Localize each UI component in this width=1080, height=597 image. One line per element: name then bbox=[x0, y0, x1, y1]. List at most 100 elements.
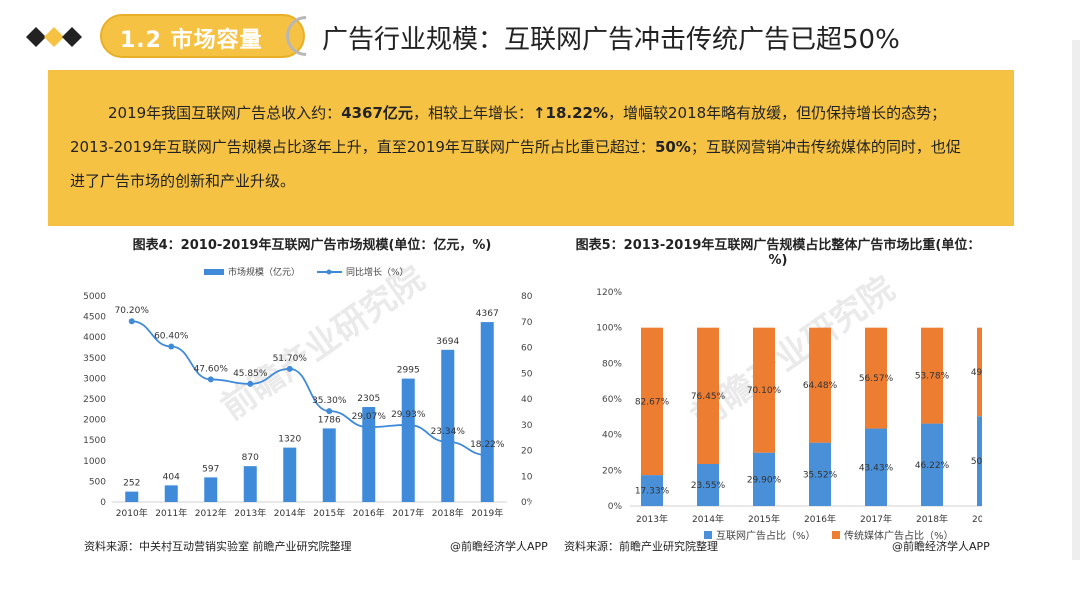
chart2-y-tick: 0% bbox=[608, 502, 623, 512]
chart1-legend-bar-label: 市场规模（亿元） bbox=[228, 266, 300, 278]
chart1-right-tick: 80% bbox=[521, 292, 532, 302]
chart2-legend-traditional-swatch bbox=[832, 531, 840, 539]
chart2-bar-traditional bbox=[977, 327, 982, 417]
chart1-source: 资料来源：中关村互动营销实验室 前瞻产业研究院整理 bbox=[84, 540, 352, 553]
chart2-label-traditional: 82.67% bbox=[635, 397, 670, 407]
chart2-label-traditional: 56.57% bbox=[859, 374, 894, 384]
chart1-growth-point bbox=[247, 380, 254, 387]
chart2: 0% 20% 40% 60% 80% 100% 120% 17.33% 82.67% 2013年 2… bbox=[596, 288, 982, 542]
chart1-bar bbox=[164, 485, 178, 502]
chart2-bar-traditional bbox=[865, 327, 887, 429]
chart1-growth-point bbox=[405, 421, 412, 428]
chart2-bar-internet bbox=[753, 452, 775, 506]
chart1-growth-label: 70.20% bbox=[115, 306, 150, 316]
chart1-right-tick: 50% bbox=[521, 369, 532, 379]
chart1-growth-point bbox=[168, 343, 175, 350]
chart2-label-internet: 43.43% bbox=[859, 463, 894, 473]
chart1-right-tick: 0% bbox=[521, 498, 532, 508]
chart1-x-tick: 2017年 bbox=[392, 507, 424, 519]
chart2-x-tick: 2013年 bbox=[636, 513, 668, 525]
chart1-right-tick: 70% bbox=[521, 318, 532, 328]
chart1-bar-label: 4367 bbox=[476, 309, 499, 319]
chart1-bar-label: 404 bbox=[163, 472, 180, 482]
chart2-x-tick: 2019年 bbox=[972, 513, 982, 525]
chart1-growth-point bbox=[286, 365, 293, 372]
chart2-x-tick: 2018年 bbox=[916, 513, 948, 525]
chart1-growth-label: 60.40% bbox=[154, 331, 189, 341]
chart2-bar-internet bbox=[977, 416, 982, 506]
chart2-bar-traditional bbox=[641, 327, 663, 476]
chart1-bar-label: 597 bbox=[202, 464, 219, 474]
chart1-legend-line-label: 同比增长（%） bbox=[346, 266, 409, 278]
chart1-left-tick: 4500 bbox=[83, 313, 106, 323]
chart1-bar-label: 870 bbox=[242, 453, 259, 463]
chart1-x-tick: 2014年 bbox=[274, 507, 306, 519]
chart2-bar-traditional bbox=[753, 327, 775, 453]
chart1-credit: @前瞻经济学人APP bbox=[450, 540, 548, 553]
chart1-left-tick: 500 bbox=[89, 477, 106, 487]
chart1-growth-point bbox=[326, 408, 333, 415]
chart1-bar-label: 1320 bbox=[278, 435, 301, 445]
chart1-growth-label: 51.70% bbox=[273, 354, 308, 364]
chart1-right-tick: 20% bbox=[521, 447, 532, 457]
chart1-growth-label: 35.30% bbox=[312, 396, 347, 406]
chart2-bar-traditional bbox=[921, 327, 943, 424]
chart1-left-tick: 5000 bbox=[83, 292, 106, 302]
chart2-x-tick: 2016年 bbox=[804, 513, 836, 525]
chart2-label-traditional: 76.45% bbox=[691, 392, 726, 402]
section-badge: 1.2 市场容量 bbox=[100, 7, 335, 65]
chart1-x-tick: 2013年 bbox=[234, 507, 266, 519]
chart1-growth-label: 45.85% bbox=[233, 369, 268, 379]
chart1-left-tick: 2000 bbox=[83, 416, 106, 426]
chart2-x-tick: 2014年 bbox=[692, 513, 724, 525]
chart1-left-tick: 1500 bbox=[83, 436, 106, 446]
chart1-left-tick: 3000 bbox=[83, 374, 106, 384]
chart1-bar-label: 2305 bbox=[357, 394, 380, 404]
chart2-y-tick: 60% bbox=[602, 395, 622, 405]
chart2-bar-internet bbox=[697, 464, 719, 506]
chart2-credit: @前瞻经济学人APP bbox=[892, 540, 990, 553]
chart2-label-traditional: 64.48% bbox=[803, 381, 838, 391]
chart1-x-tick: 2015年 bbox=[313, 507, 345, 519]
chart2-label-internet: 29.90% bbox=[747, 475, 782, 485]
chart1-bar-label: 252 bbox=[123, 479, 140, 489]
chart1-bar bbox=[243, 466, 257, 502]
summary-line-3: 进了广告市场的创新和产业升级。 bbox=[70, 172, 296, 190]
charts-panel: 前瞻产业研究院 前瞻产业研究院 图表4：2010-2019年互联网广告市场规模(… bbox=[52, 226, 1014, 564]
chart2-bar-traditional bbox=[809, 327, 831, 443]
chart2-y-tick: 100% bbox=[596, 324, 622, 334]
summary-line-2: 2013-2019年互联网广告规模占比逐年上升，直至2019年互联网广告所占比重… bbox=[70, 138, 961, 156]
chart1-title: 图表4：2010-2019年互联网广告市场规模(单位：亿元，%) bbox=[132, 238, 492, 253]
page-title: 广告行业规模：互联网广告冲击传统广告已超50% bbox=[322, 25, 900, 55]
chart1-growth-label: 47.60% bbox=[194, 364, 229, 374]
chart1-left-tick: 2500 bbox=[83, 395, 106, 405]
chart1: 0 500 1000 1500 2000 2500 3000 3500 4000 4500 5000… bbox=[83, 266, 532, 519]
chart1-growth-point bbox=[128, 318, 135, 325]
chart1-growth-point bbox=[365, 424, 372, 431]
chart1-x-tick: 2016年 bbox=[353, 507, 385, 519]
chart2-y-tick: 80% bbox=[602, 359, 622, 369]
chart2-bar-internet bbox=[921, 423, 943, 506]
chart2-label-internet: 50.34% bbox=[971, 457, 982, 467]
chart1-legend-line-marker bbox=[326, 269, 332, 275]
chart1-bar bbox=[480, 322, 494, 502]
chart1-bar bbox=[125, 491, 139, 502]
scroll-edge bbox=[1072, 40, 1080, 560]
chart1-left-tick: 3500 bbox=[83, 354, 106, 364]
summary-box: 2019年我国互联网广告总收入约：4367亿元，相较上年增长：↑18.22%，增… bbox=[48, 70, 1014, 226]
chart1-bar bbox=[283, 447, 297, 502]
chart1-left-tick: 4000 bbox=[83, 333, 106, 343]
chart2-x-tick: 2015年 bbox=[748, 513, 780, 525]
chart1-bar bbox=[204, 477, 218, 502]
chart2-y-tick: 20% bbox=[602, 466, 622, 476]
chart1-bar bbox=[322, 428, 336, 502]
chart1-right-tick: 10% bbox=[521, 472, 532, 482]
chart1-x-tick: 2019年 bbox=[471, 507, 503, 519]
chart1-bar-label: 1786 bbox=[318, 415, 341, 425]
section-badge-label: 1.2 市场容量 bbox=[120, 28, 263, 53]
chart1-growth-label: 23.34% bbox=[431, 427, 466, 437]
chart2-label-internet: 35.52% bbox=[803, 470, 838, 480]
chart2-title: 图表5：2013-2019年互联网广告规模占比整体广告市场比重(单位：%) bbox=[575, 238, 981, 268]
chart2-legend-internet-swatch bbox=[704, 531, 712, 539]
